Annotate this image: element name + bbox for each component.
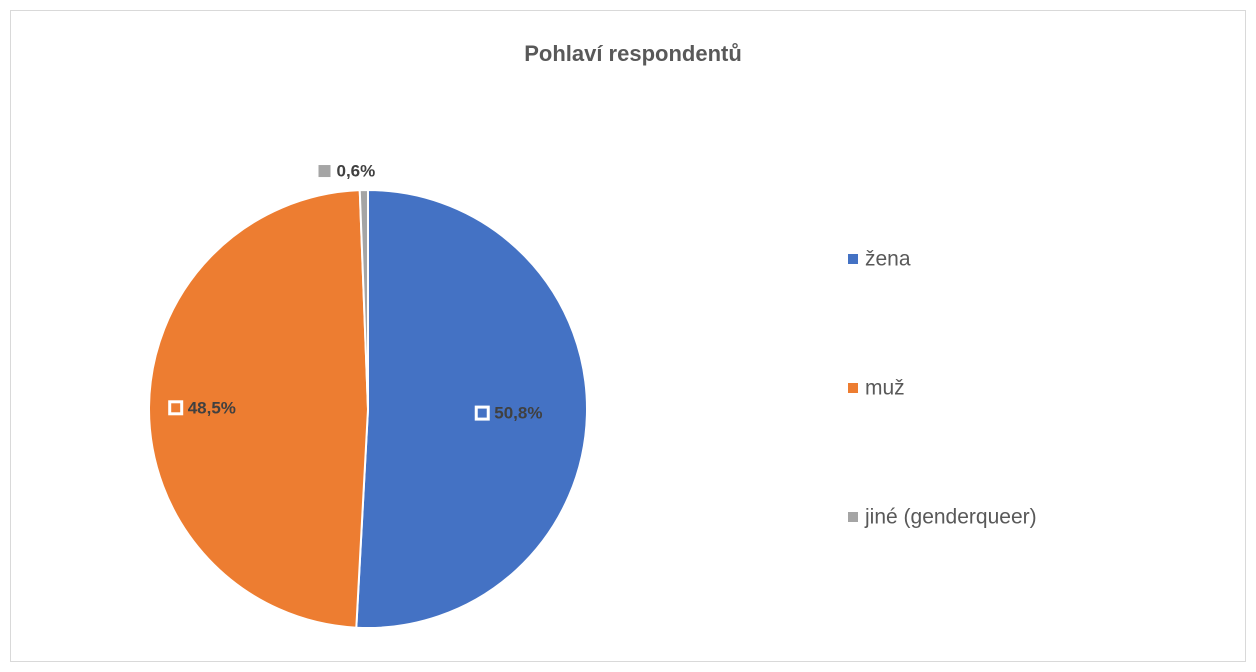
legend-label: žena bbox=[865, 248, 911, 271]
data-label-key bbox=[474, 405, 490, 421]
legend-key bbox=[848, 254, 858, 264]
legend-key bbox=[848, 383, 858, 393]
pie-slice bbox=[355, 188, 589, 629]
pie-slice bbox=[358, 188, 369, 410]
pie-slice bbox=[148, 189, 370, 629]
legend-label: jiné (genderqueer) bbox=[864, 506, 1037, 529]
chart-title: Pohlaví respondentů bbox=[524, 41, 742, 66]
legend-key bbox=[848, 512, 858, 522]
data-label: 50,8% bbox=[494, 404, 542, 423]
data-label: 48,5% bbox=[188, 398, 236, 417]
legend-label: muž bbox=[865, 377, 905, 400]
data-label-key bbox=[318, 165, 331, 178]
data-label-key bbox=[168, 400, 184, 416]
data-label: 0,6% bbox=[337, 162, 376, 181]
